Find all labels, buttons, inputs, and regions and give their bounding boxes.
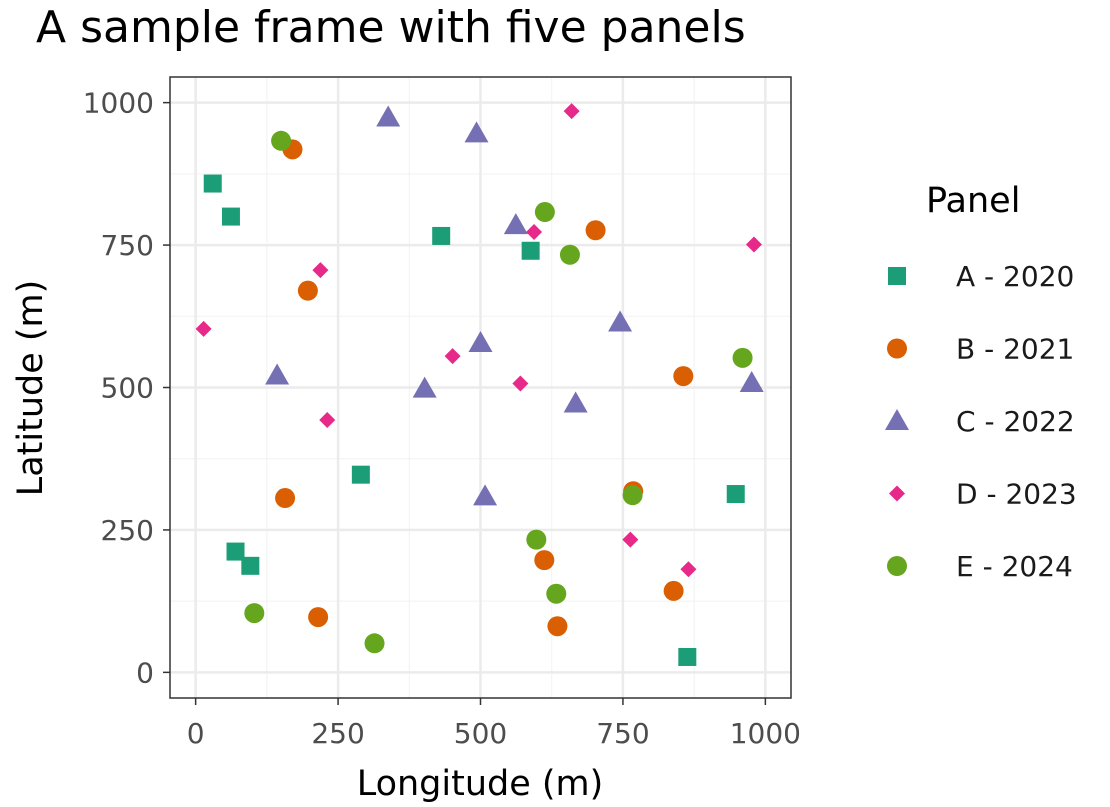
data-point: [203, 174, 222, 193]
legend-label: A - 2020: [956, 260, 1074, 293]
data-point: [275, 488, 296, 509]
data-point: [308, 607, 329, 628]
data-point: [563, 391, 588, 413]
legend-label: D - 2023: [956, 478, 1077, 511]
data-point: [739, 370, 764, 392]
data-point: [547, 616, 568, 637]
y-axis-title: Latitude (m): [11, 280, 51, 497]
x-tick-label: 750: [596, 717, 649, 750]
data-point: [319, 411, 336, 428]
data-point: [534, 550, 555, 571]
x-axis-title: Longitude (m): [357, 764, 604, 804]
x-tick-label: 0: [187, 717, 205, 750]
data-point: [376, 105, 401, 127]
x-axis-ticks: 0 250 500 750 1000: [187, 698, 801, 750]
data-point: [559, 244, 580, 265]
legend-item: E - 2024: [887, 550, 1073, 583]
x-tick-label: 500: [454, 717, 507, 750]
legend-item: D - 2023: [889, 478, 1077, 511]
x-tick-label: 1000: [730, 717, 801, 750]
data-point: [412, 376, 437, 398]
chart-title: A sample frame with five panels: [36, 2, 746, 53]
data-point: [473, 484, 498, 506]
series-b: [275, 139, 694, 637]
data-point: [351, 465, 370, 484]
data-point: [608, 310, 633, 332]
legend-item: B - 2021: [887, 333, 1074, 366]
data-point: [521, 241, 540, 260]
data-point: [364, 633, 385, 654]
legend-item: A - 2020: [888, 260, 1074, 293]
data-point: [444, 348, 461, 365]
legend-label: E - 2024: [956, 550, 1073, 583]
y-tick-label: 250: [101, 514, 154, 547]
x-tick-label: 250: [311, 717, 364, 750]
data-point: [563, 103, 580, 120]
y-tick-label: 1000: [83, 87, 154, 120]
data-point: [195, 320, 212, 337]
legend-key: [888, 267, 906, 285]
data-point: [726, 485, 745, 504]
data-point: [297, 280, 318, 301]
y-tick-label: 0: [136, 656, 154, 689]
data-point: [468, 331, 493, 353]
series-a: [203, 174, 745, 666]
data-point: [271, 130, 292, 151]
legend-label: C - 2022: [956, 405, 1075, 438]
data-point: [546, 583, 567, 604]
y-axis-ticks: 0 250 500 750 1000: [83, 87, 170, 689]
data-point: [680, 561, 697, 578]
data-point: [241, 556, 260, 575]
data-point: [732, 347, 753, 368]
data-point: [512, 375, 529, 392]
data-point: [678, 647, 697, 666]
y-tick-label: 500: [101, 372, 154, 405]
series-c: [265, 105, 764, 506]
legend-key: [887, 556, 907, 576]
data-point: [526, 529, 547, 550]
legend-item: C - 2022: [885, 405, 1075, 438]
data-point: [221, 207, 240, 226]
y-tick-label: 750: [101, 229, 154, 262]
data-point: [265, 363, 290, 385]
data-point: [673, 366, 694, 387]
legend-key: [885, 409, 909, 430]
data-point: [534, 202, 555, 223]
legend-title: Panel: [926, 181, 1020, 221]
data-point: [312, 262, 329, 279]
legend-key: [889, 485, 905, 502]
data-point: [745, 236, 762, 253]
series-d: [195, 103, 762, 578]
data-point: [663, 580, 684, 601]
data-point: [585, 220, 606, 241]
data-point: [526, 223, 543, 240]
data-point: [622, 485, 643, 506]
data-point: [622, 531, 639, 548]
data-point: [432, 226, 451, 245]
data-point: [226, 542, 245, 561]
data-point: [244, 603, 265, 624]
data-point: [464, 121, 489, 143]
data-points: [195, 103, 764, 666]
legend: Panel A - 2020 B - 2021 C - 2022 D - 2023 E …: [885, 181, 1077, 583]
data-point: [503, 213, 528, 235]
grid-major: [170, 77, 791, 698]
series-e: [244, 130, 753, 654]
legend-key: [887, 338, 907, 359]
legend-label: B - 2021: [956, 333, 1074, 366]
